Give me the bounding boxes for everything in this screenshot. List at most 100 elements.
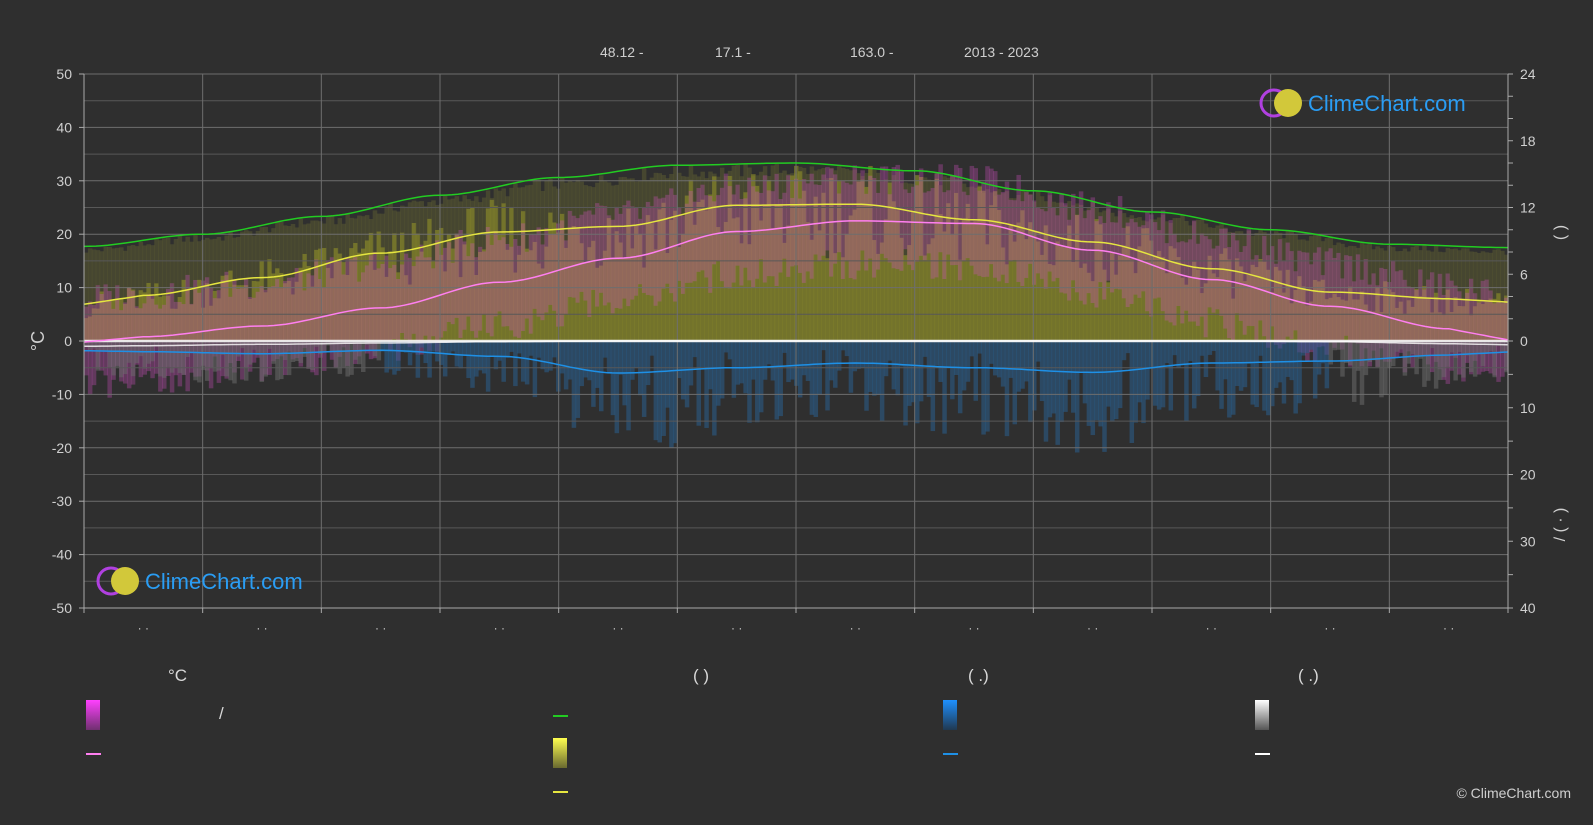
precip-bar	[879, 341, 885, 421]
sunshine-bar	[1098, 224, 1103, 341]
daylight-bar	[1199, 219, 1205, 341]
sunshine-bar	[224, 275, 229, 341]
precip-bar	[87, 341, 93, 350]
sunshine-bar	[579, 243, 584, 341]
precip-bar	[559, 341, 565, 374]
sunshine-bar	[829, 177, 834, 341]
temp-range-bar	[1410, 287, 1415, 368]
temp-range-bar	[985, 166, 990, 277]
sunshine-bar	[821, 192, 826, 341]
precip-bar	[1336, 341, 1341, 350]
sunshine-bar	[1168, 246, 1174, 341]
sunshine-bar	[1211, 273, 1216, 341]
sunshine-bar	[380, 247, 386, 341]
daylight-bar	[598, 175, 604, 341]
temp-range-bar	[786, 175, 791, 277]
temp-range-bar	[169, 283, 175, 393]
sunshine-bar	[1379, 311, 1384, 341]
sunshine-bar	[435, 229, 440, 341]
daylight-bar	[158, 240, 163, 341]
precip-bar	[396, 341, 401, 371]
precip-bar	[505, 341, 510, 358]
temp-range-bar	[294, 268, 300, 359]
sunshine-bar	[868, 165, 873, 341]
precip-bar	[840, 341, 846, 351]
precip-bar	[360, 341, 366, 373]
precip-bar	[1121, 341, 1127, 361]
temp-range-bar	[548, 234, 553, 305]
temp-range-bar	[700, 184, 705, 271]
temp-range-bar	[318, 278, 323, 358]
precip-bar	[649, 341, 655, 356]
temp-range-bar	[626, 200, 631, 307]
precip-bar	[1468, 341, 1474, 373]
temp-range-bar	[751, 186, 756, 288]
temp-range-bar	[864, 193, 869, 271]
precip-bar	[1406, 341, 1412, 364]
daylight-bar	[1305, 240, 1310, 341]
sunshine-bar	[1000, 247, 1006, 341]
sunshine-bar	[267, 259, 272, 341]
sunshine-bar	[228, 270, 233, 341]
sunshine-bar	[509, 207, 514, 341]
temp-range-bar	[993, 171, 998, 278]
precip-bar	[610, 341, 616, 416]
sunshine-bar	[860, 179, 865, 341]
precip-bar	[1316, 341, 1322, 375]
precip-bar	[1492, 341, 1497, 378]
daylight-bar	[208, 239, 214, 341]
temp-range-bar	[1152, 222, 1158, 299]
sunshine-bar	[1176, 257, 1181, 341]
sunshine-bar	[427, 218, 432, 341]
sunshine-bar	[1071, 261, 1076, 341]
temp-range-bar	[1433, 297, 1439, 362]
temp-range-bar	[1246, 229, 1252, 326]
precip-bar	[1309, 341, 1314, 350]
precip-bar	[1422, 341, 1427, 387]
daylight-bar	[1500, 250, 1505, 341]
precip-bar	[801, 341, 807, 376]
sunshine-bar	[1453, 297, 1458, 341]
sunshine-bar	[700, 199, 705, 341]
temp-range-bar	[559, 220, 565, 327]
sunshine-bar	[1203, 283, 1209, 341]
legend-sunshine-swatch	[553, 738, 567, 768]
y-tick-label: 50	[56, 66, 72, 82]
precip-bar	[169, 341, 175, 373]
precip-bar	[634, 341, 639, 368]
temp-range-bar	[852, 165, 858, 280]
precip-bar	[1231, 341, 1236, 415]
precip-bar	[1242, 341, 1248, 388]
y-tick-label: -20	[52, 440, 72, 456]
precip-bar	[1351, 341, 1357, 402]
precip-bar	[914, 341, 920, 424]
sunshine-bar	[790, 175, 795, 341]
temp-range-bar	[1086, 210, 1092, 294]
daylight-bar	[111, 248, 116, 341]
precip-bar	[548, 341, 553, 371]
temp-range-bar	[243, 278, 249, 368]
precip-bar	[197, 341, 202, 383]
temp-range-bar	[1476, 302, 1482, 375]
precip-bar	[770, 341, 776, 381]
temp-range-bar	[1449, 280, 1454, 371]
temp-range-bar	[142, 303, 148, 375]
sunshine-bar	[1008, 225, 1014, 341]
sunshine-bar	[364, 240, 370, 341]
header-longitude: 17.1 -	[715, 44, 751, 60]
daylight-bar	[84, 252, 89, 341]
sunshine-bar	[716, 227, 721, 341]
precip-bar	[1223, 341, 1228, 380]
temp-range-bar	[868, 175, 873, 259]
temp-range-bar	[540, 244, 545, 321]
temp-range-bar	[1422, 289, 1427, 356]
series-lines	[83, 162, 1509, 374]
temp-range-bar	[1316, 247, 1322, 348]
precip-bar	[1078, 341, 1084, 372]
daylight-bar	[1492, 249, 1497, 341]
sunshine-bar	[1336, 297, 1341, 341]
daylight-bar	[840, 167, 846, 341]
precip-bar	[251, 341, 257, 350]
precip-bar	[762, 341, 768, 380]
daylight-bar	[91, 249, 97, 341]
